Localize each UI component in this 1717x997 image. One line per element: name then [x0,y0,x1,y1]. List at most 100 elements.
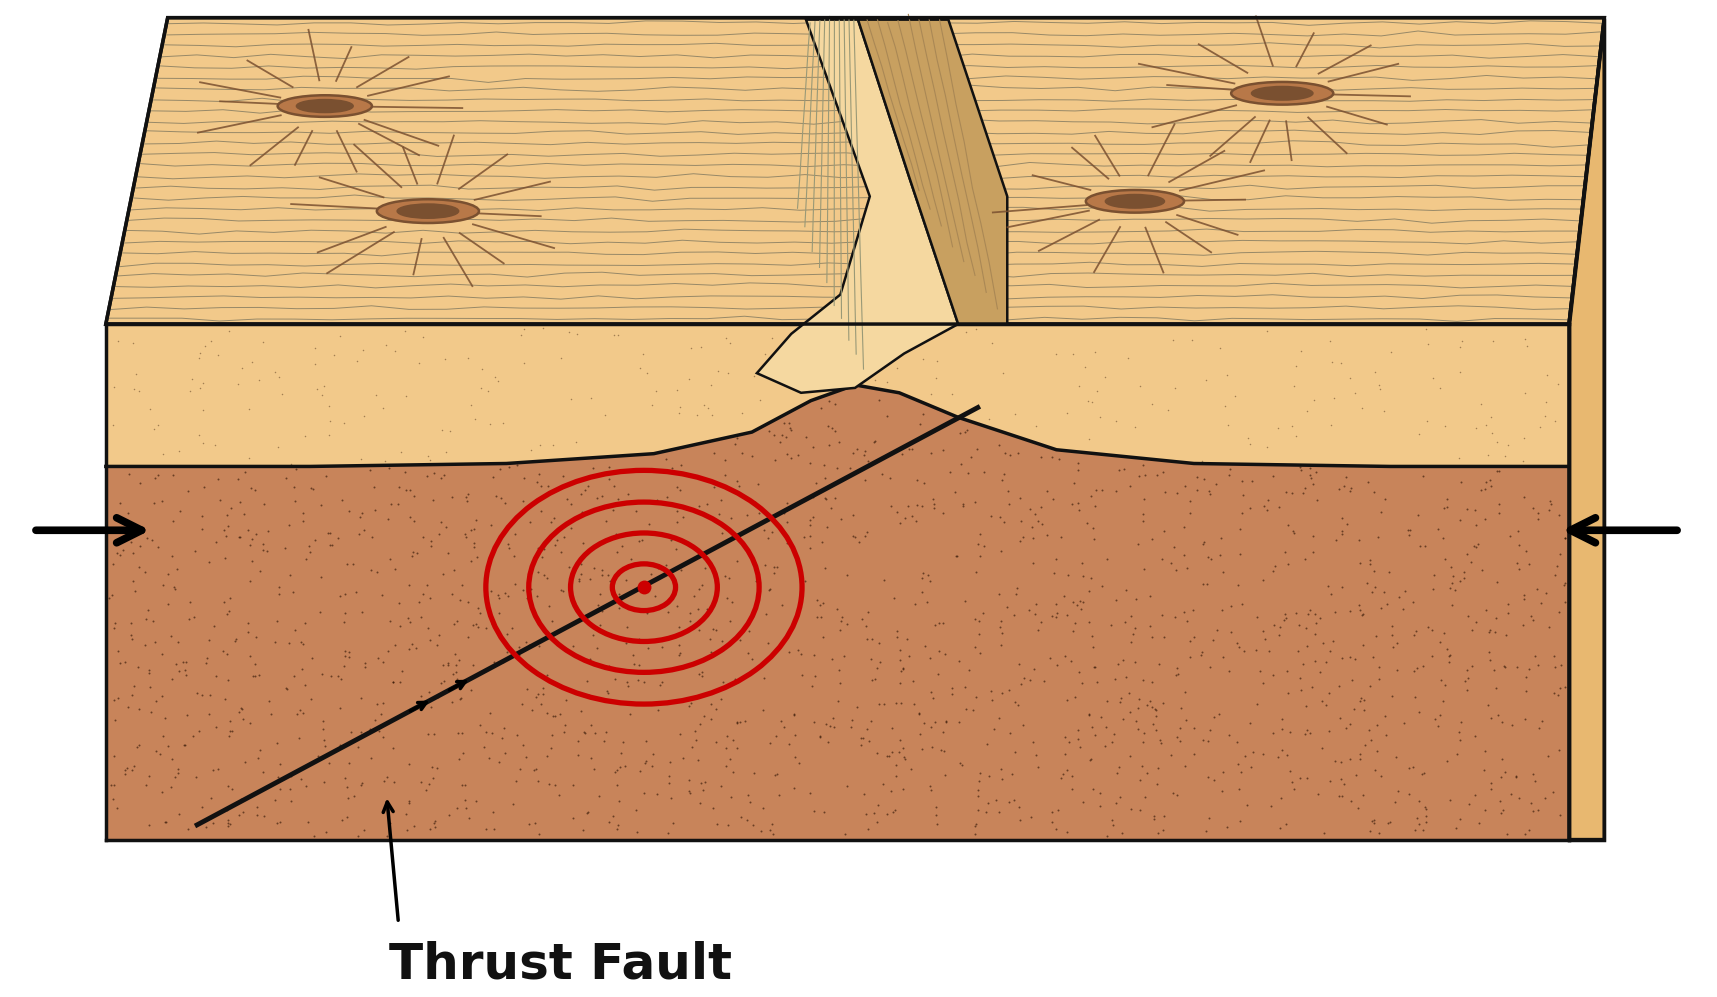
Point [512,749,539,765]
Point [1087,409,1114,425]
Point [883,757,910,773]
Point [1030,673,1058,689]
Point [191,479,218,495]
Point [151,710,179,726]
Point [807,597,834,613]
Point [333,556,361,572]
Point [946,714,974,730]
Point [311,739,338,755]
Point [283,462,311,478]
Point [122,526,149,542]
Point [560,777,587,793]
Point [592,683,620,699]
Point [896,441,924,457]
Point [1511,711,1538,727]
Point [158,671,185,687]
Point [1473,697,1501,713]
Point [417,590,445,606]
Point [517,514,544,530]
Point [755,582,783,598]
Point [701,479,728,495]
Point [919,739,946,755]
Point [117,627,144,643]
Point [345,525,373,541]
Point [1482,624,1509,640]
Point [1288,344,1315,360]
Point [883,360,910,376]
Point [1540,648,1568,664]
Point [228,701,256,717]
Point [1188,454,1216,470]
Point [359,528,386,544]
Point [850,787,877,803]
Point [776,415,804,431]
Point [450,745,477,761]
Point [1296,725,1324,741]
Point [1293,698,1320,714]
Point [731,668,759,684]
Point [596,658,623,674]
Point [407,609,434,625]
Point [307,666,335,682]
Point [1144,776,1171,792]
Point [299,481,326,497]
Point [429,566,457,582]
Point [810,470,838,486]
Point [883,327,910,343]
Point [1336,751,1363,767]
Point [395,793,422,809]
Point [1435,647,1463,663]
Point [462,512,489,528]
Point [1458,658,1485,674]
Point [419,770,446,786]
Point [446,690,474,706]
Point [620,656,647,672]
Point [920,499,948,515]
Point [725,479,752,495]
Point [508,737,536,753]
Point [395,610,422,626]
Point [335,503,362,519]
Point [1087,799,1114,815]
Point [810,629,838,645]
Point [1401,823,1429,838]
Point [689,577,716,593]
Point [1307,664,1334,680]
Point [858,631,886,647]
Point [704,817,731,832]
Point [687,796,714,812]
Point [1142,722,1169,738]
Point [929,725,956,741]
Point [388,663,416,679]
Point [670,750,697,766]
Point [1367,504,1394,520]
Point [1332,720,1360,736]
Point [778,499,805,515]
Point [1078,719,1106,735]
Point [481,822,508,837]
Point [780,333,807,349]
Point [994,795,1022,811]
Point [1362,628,1389,644]
Point [953,324,980,340]
Point [525,466,553,482]
Point [362,696,390,712]
Point [857,651,884,667]
Point [1521,773,1549,789]
Point [1001,406,1028,422]
Point [917,573,944,589]
Point [299,650,326,666]
Point [616,706,644,722]
Point [901,513,929,529]
Point [417,699,445,715]
Point [908,741,936,757]
Point [759,330,786,346]
Point [1138,699,1166,715]
Point [1346,693,1374,709]
Point [843,441,871,457]
Point [1109,826,1137,841]
Point [666,645,694,661]
Point [539,437,567,453]
Point [486,461,513,477]
Point [917,446,944,462]
